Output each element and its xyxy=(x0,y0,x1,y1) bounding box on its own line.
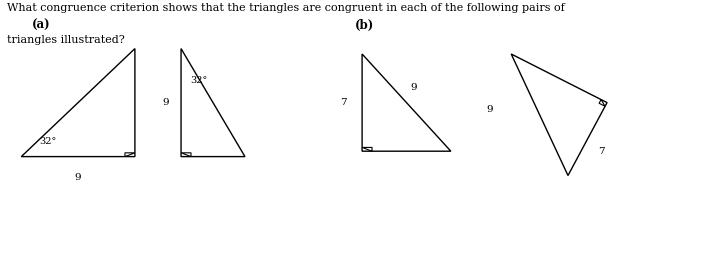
Text: 32°: 32° xyxy=(39,137,56,146)
Text: (b): (b) xyxy=(355,19,374,32)
Text: 9: 9 xyxy=(487,105,493,114)
Text: 7: 7 xyxy=(599,147,605,156)
Text: 9: 9 xyxy=(75,173,82,182)
Text: triangles illustrated?: triangles illustrated? xyxy=(7,35,125,45)
Text: 32°: 32° xyxy=(190,76,207,85)
Text: 9: 9 xyxy=(410,83,417,92)
Text: 9: 9 xyxy=(163,98,169,107)
Text: (a): (a) xyxy=(32,19,50,32)
Text: 7: 7 xyxy=(340,98,346,107)
Text: What congruence criterion shows that the triangles are congruent in each of the : What congruence criterion shows that the… xyxy=(7,3,565,13)
